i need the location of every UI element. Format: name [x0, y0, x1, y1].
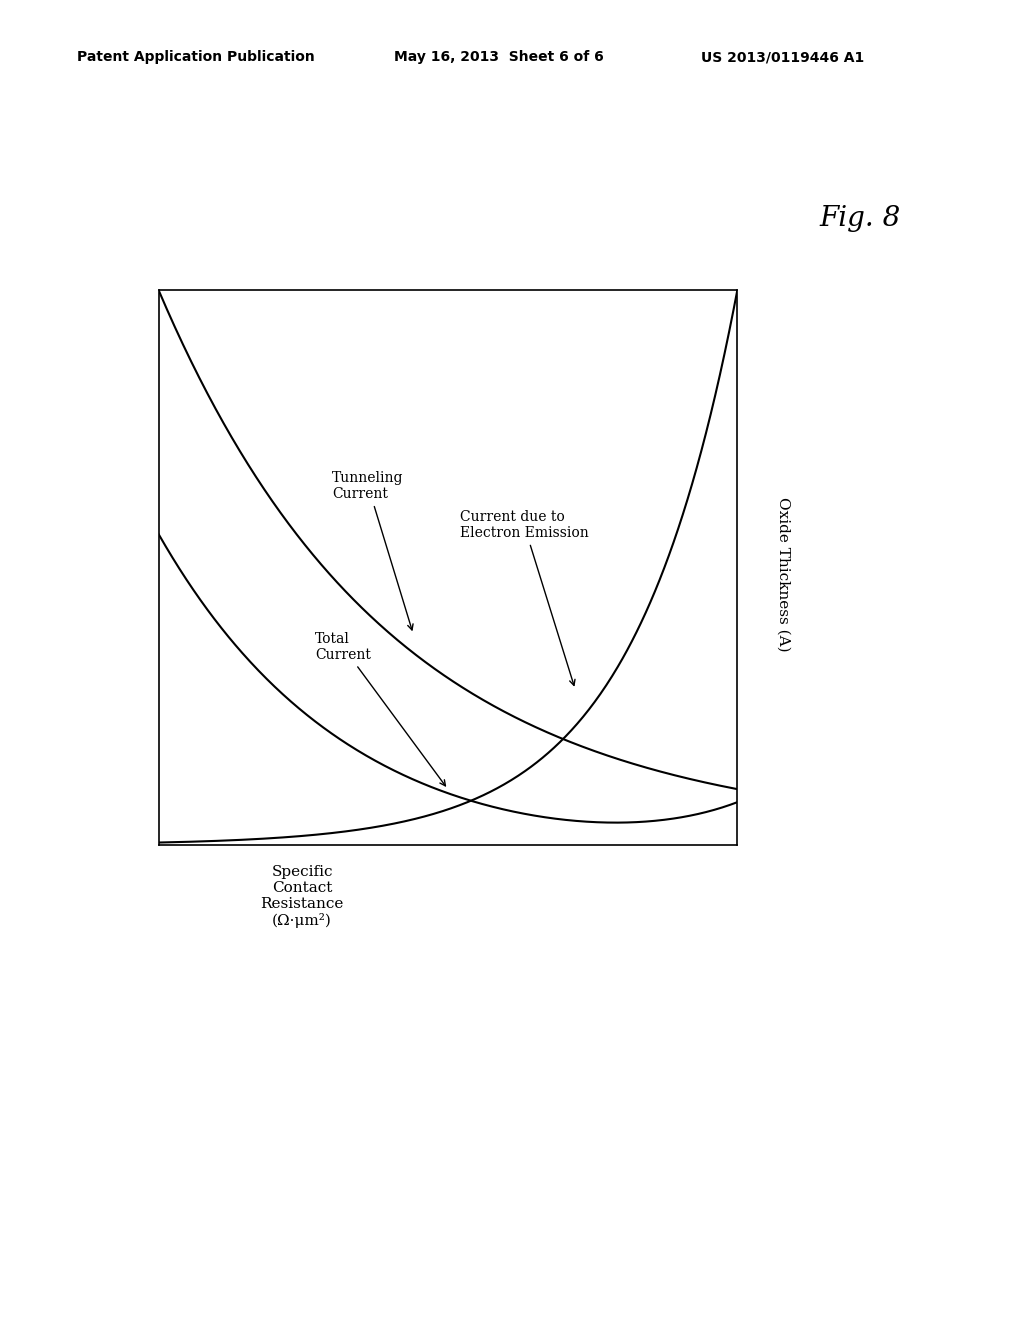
Text: Fig. 8: Fig. 8	[819, 205, 900, 231]
Text: May 16, 2013  Sheet 6 of 6: May 16, 2013 Sheet 6 of 6	[394, 50, 604, 65]
Text: Oxide Thickness (A): Oxide Thickness (A)	[776, 496, 791, 652]
Text: Patent Application Publication: Patent Application Publication	[77, 50, 314, 65]
Text: US 2013/0119446 A1: US 2013/0119446 A1	[701, 50, 864, 65]
Text: Tunneling
Current: Tunneling Current	[332, 471, 413, 630]
Text: Specific
Contact
Resistance
(Ω·μm²): Specific Contact Resistance (Ω·μm²)	[260, 865, 344, 928]
Text: Current due to
Electron Emission: Current due to Electron Emission	[460, 510, 589, 685]
Text: Total
Current: Total Current	[315, 632, 445, 785]
